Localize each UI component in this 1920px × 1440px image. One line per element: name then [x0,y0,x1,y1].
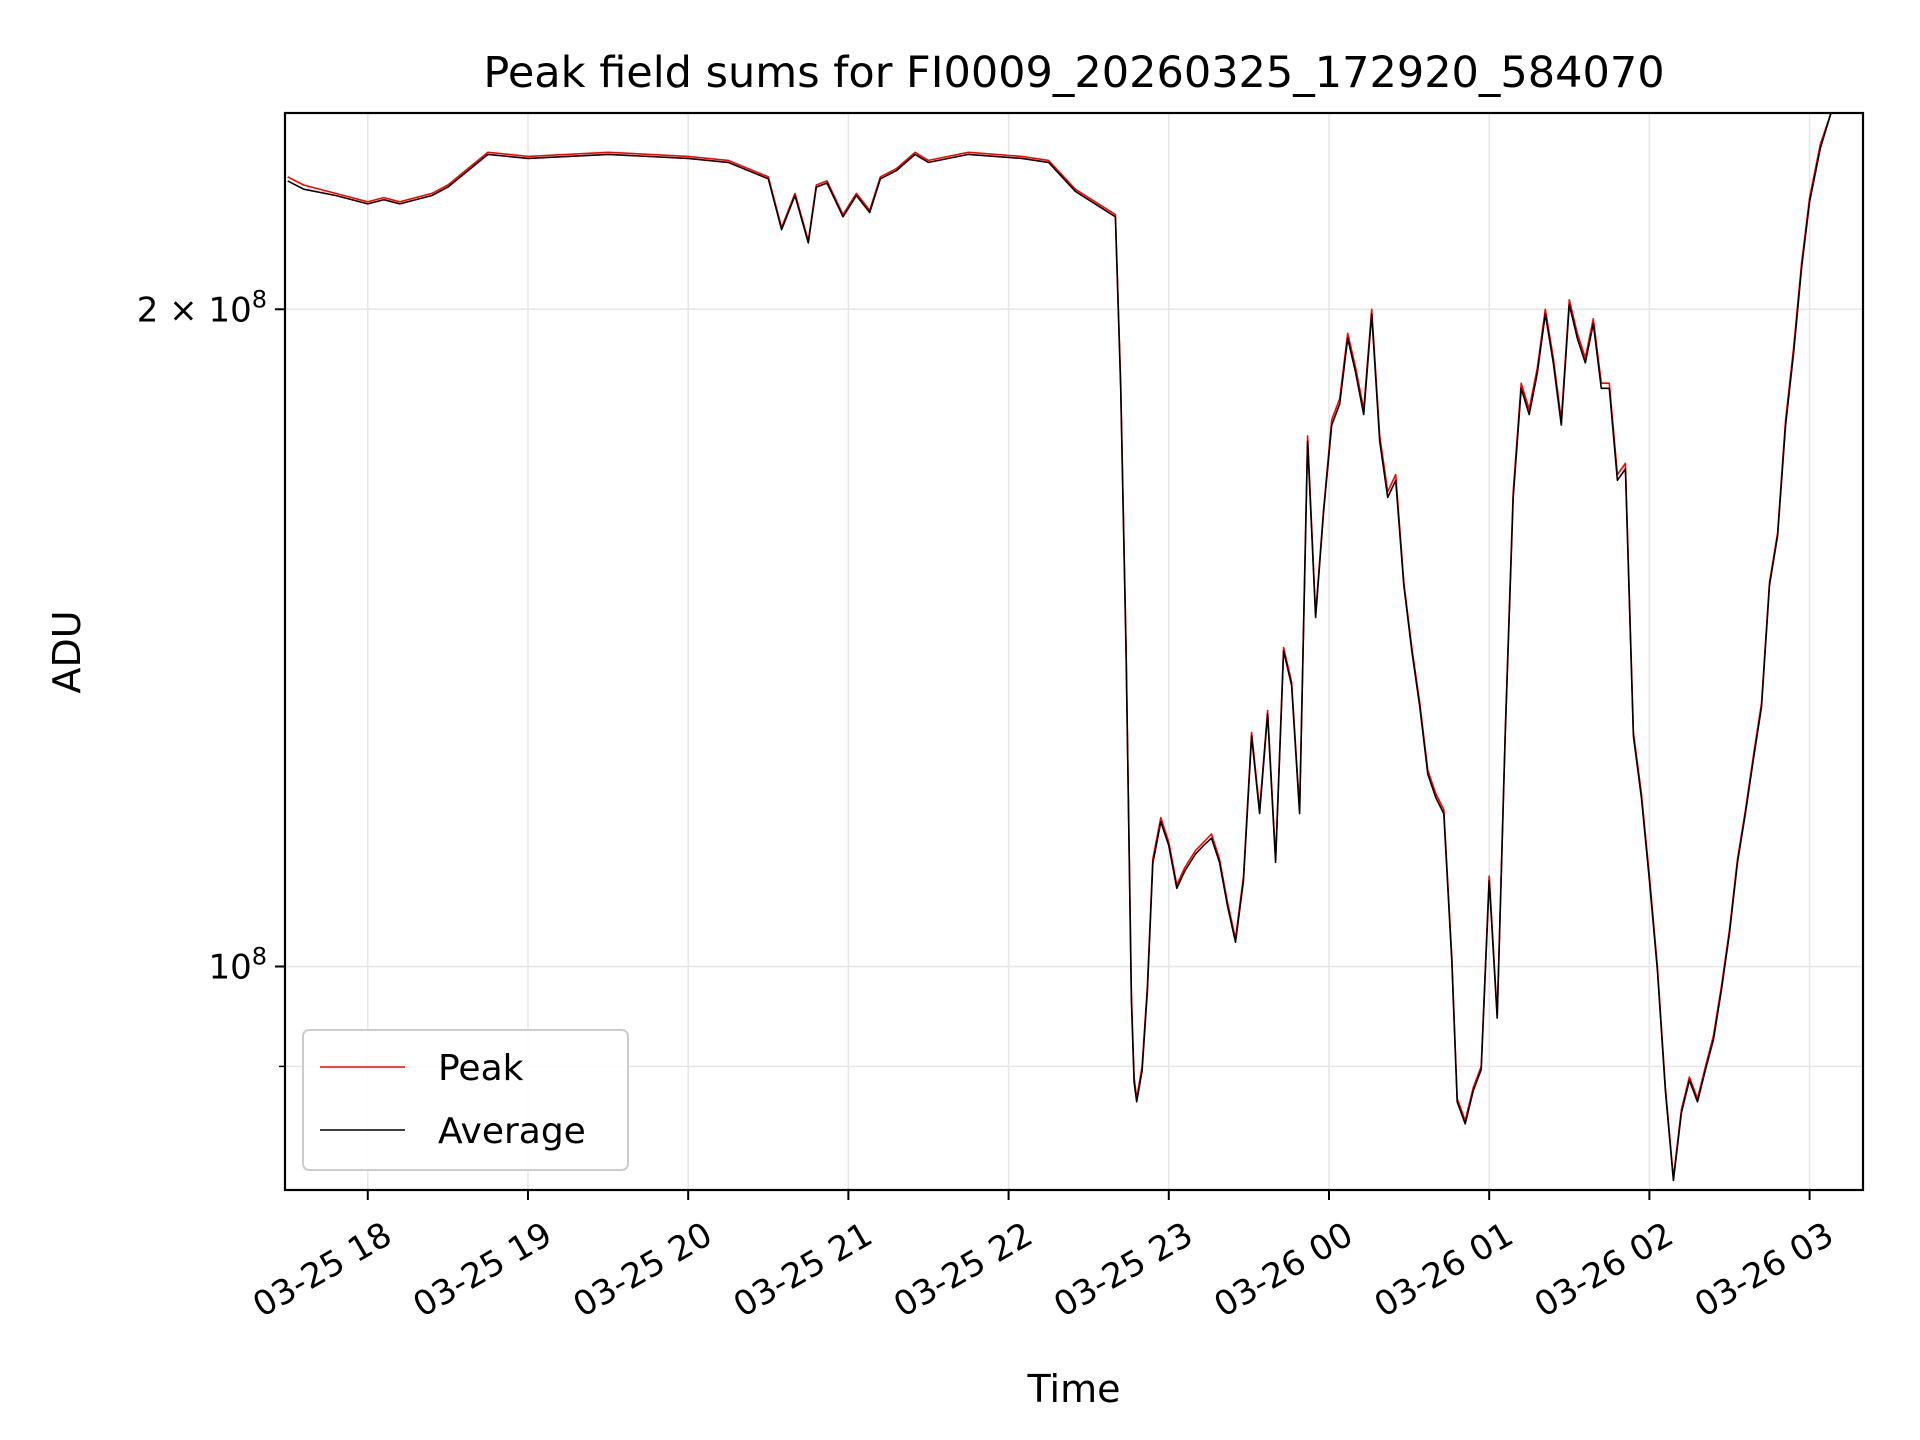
x-axis-label: Time [1027,1367,1121,1411]
y-tick-label: 108 [208,942,267,987]
series-layer [287,112,1863,1182]
y-tick-label-base: 2 × 10 [137,290,252,330]
legend: Peak Average [302,1029,629,1171]
legend-label-peak: Peak [438,1048,524,1089]
legend-box [302,1029,629,1171]
plot-frame [283,111,1865,1192]
y-tick-label-exponent: 8 [252,285,267,313]
y-tick-label-base: 10 [208,947,251,987]
y-tick-label-exponent: 8 [252,942,267,970]
grid [285,113,1863,1190]
y-tick-label: 2 × 108 [137,285,267,330]
chart-title: Peak field sums for FI0009_20260325_1729… [483,48,1664,98]
legend-label-average: Average [438,1111,586,1152]
series-line-average [287,112,1863,1182]
y-axis-label: ADU [45,610,89,693]
